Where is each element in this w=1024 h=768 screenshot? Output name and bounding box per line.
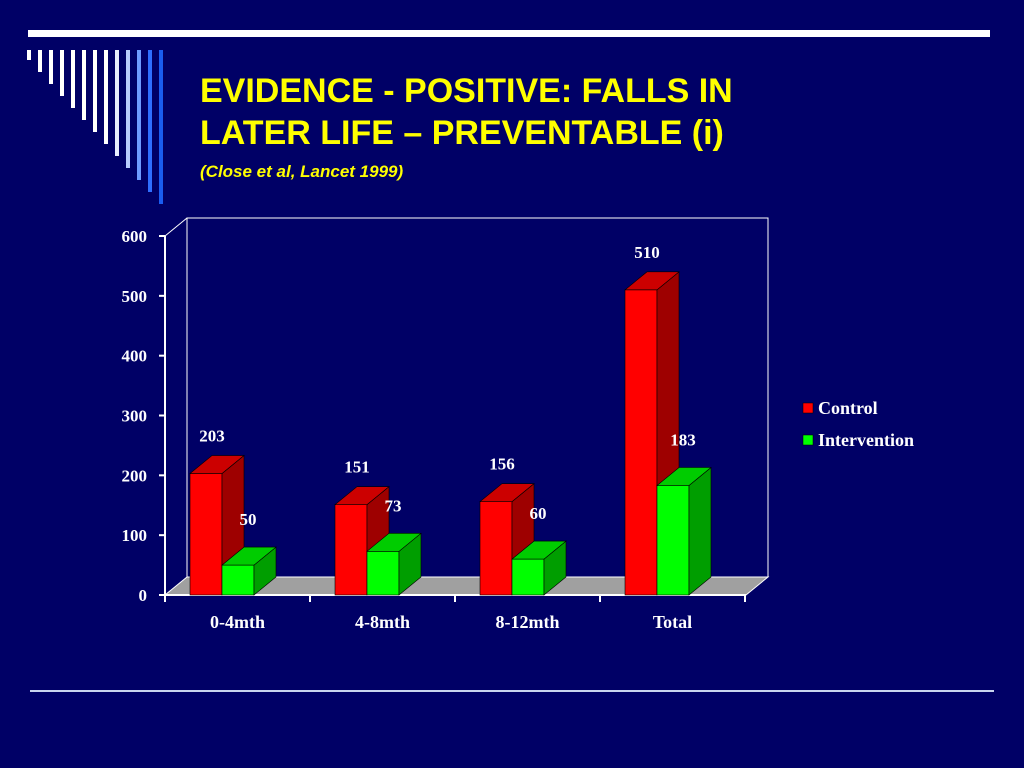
- bar-top: [479, 483, 535, 502]
- intervention-bar: [221, 546, 277, 596]
- y-tick-label: 100: [122, 526, 148, 545]
- intervention-bar: [511, 540, 567, 596]
- intervention-value-label: 183: [670, 431, 696, 450]
- title-line-1: EVIDENCE - POSITIVE: FALLS IN: [200, 72, 733, 110]
- decorative-bar: [71, 50, 75, 108]
- legend-label-control: Control: [818, 398, 878, 418]
- bar-front: [221, 564, 255, 596]
- title-line-2: LATER LIFE – PREVENTABLE (i): [200, 114, 724, 152]
- decorative-bar: [27, 50, 31, 60]
- y-axis-top-edge: [164, 217, 188, 237]
- legend-swatch-control: [802, 402, 814, 414]
- decorative-bar: [49, 50, 53, 84]
- y-tick-label: 0: [139, 586, 148, 605]
- bar-top: [189, 455, 245, 474]
- control-bar: [189, 454, 245, 596]
- intervention-value-label: 60: [530, 504, 547, 523]
- decorative-bar: [60, 50, 64, 96]
- bar-top: [366, 533, 422, 552]
- y-tick-label: 600: [122, 227, 148, 246]
- slide-subtitle: (Close et al, Lancet 1999): [200, 162, 404, 181]
- x-tick-label: 0-4mth: [210, 612, 265, 632]
- decorative-bar: [126, 50, 130, 168]
- control-bar: [334, 486, 390, 596]
- control-value-label: 203: [199, 427, 225, 446]
- bar-front: [366, 551, 400, 596]
- decorative-bar: [38, 50, 42, 72]
- bar-front: [511, 558, 545, 596]
- bar-top: [656, 467, 712, 486]
- bar-side: [688, 466, 712, 596]
- slide-title: EVIDENCE - POSITIVE: FALLS IN LATER LIFE…: [200, 70, 733, 154]
- intervention-bar: [366, 532, 422, 596]
- control-value-label: 156: [489, 455, 515, 474]
- control-value-label: 510: [634, 243, 660, 262]
- bar-front: [189, 473, 223, 596]
- intervention-value-label: 73: [385, 496, 402, 515]
- decorative-bar: [82, 50, 86, 120]
- intervention-value-label: 50: [240, 510, 257, 529]
- top-rule: [28, 30, 990, 37]
- decorative-bar: [93, 50, 97, 132]
- x-tick-label: Total: [653, 612, 692, 632]
- decorative-bars: [0, 0, 180, 210]
- bar-top: [624, 271, 680, 291]
- control-value-label: 151: [344, 458, 370, 477]
- bar-front: [624, 289, 658, 596]
- y-tick-label: 200: [122, 466, 148, 485]
- intervention-bar: [656, 466, 712, 596]
- bar-top: [334, 486, 390, 505]
- bar-top: [511, 540, 567, 560]
- decorative-bar: [137, 50, 141, 180]
- legend-label-intervention: Intervention: [818, 430, 914, 450]
- chart-back-wall: [186, 217, 769, 577]
- bar-front: [656, 485, 690, 596]
- y-tick-label: 400: [122, 347, 148, 366]
- decorative-bar: [159, 50, 163, 204]
- bar-front: [479, 501, 513, 596]
- legend-swatch-intervention: [802, 434, 814, 446]
- decorative-bar: [104, 50, 108, 144]
- decorative-bar: [148, 50, 152, 192]
- y-tick-label: 300: [122, 407, 148, 426]
- bottom-rule: [30, 690, 994, 692]
- bar-front: [334, 504, 368, 596]
- x-tick-label: 4-8mth: [355, 612, 410, 632]
- decorative-bar: [115, 50, 119, 156]
- y-tick-label: 500: [122, 287, 148, 306]
- bar-top: [221, 546, 277, 566]
- x-tick-label: 8-12mth: [496, 612, 560, 632]
